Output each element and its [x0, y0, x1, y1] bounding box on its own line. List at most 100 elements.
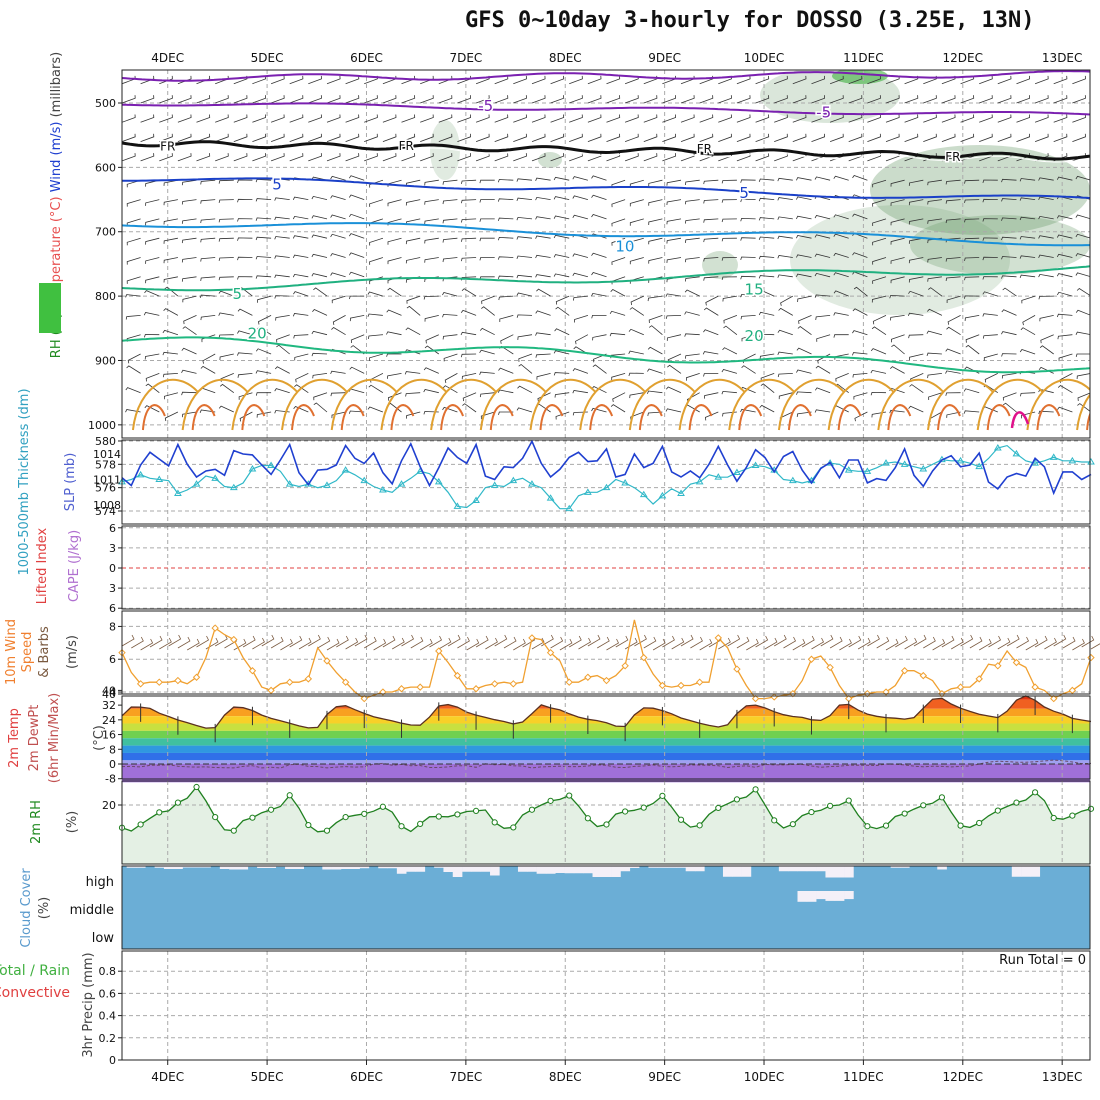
wind-barb	[573, 346, 589, 355]
wind-barb	[369, 353, 384, 361]
wind-barb	[424, 218, 439, 225]
cloud-clear-bar	[592, 866, 603, 877]
wind-barb	[270, 114, 285, 123]
wind-barb	[740, 198, 756, 203]
wind-barb	[629, 199, 644, 207]
wind-barb	[591, 194, 607, 200]
wind-barb-10m	[336, 635, 349, 648]
wind-barb	[537, 392, 551, 402]
thickness-point	[341, 466, 350, 473]
wind-barb-10m	[485, 637, 498, 650]
cloud-clear-bar	[834, 891, 845, 901]
cloud-clear-bar	[154, 866, 165, 868]
wind-barb	[196, 75, 211, 85]
wind-barb	[629, 307, 645, 316]
wind-barb	[348, 410, 365, 414]
wind-speed-point	[416, 683, 424, 691]
rh-point	[454, 811, 461, 818]
wind-barb	[833, 233, 849, 239]
wind-barb	[872, 257, 887, 265]
wind-barb	[516, 236, 533, 240]
wind-barb	[162, 329, 179, 336]
temp-tick-label: 16	[102, 729, 116, 742]
cloud-clear-bar	[462, 866, 472, 872]
rh-point	[435, 813, 442, 820]
wind-barb	[349, 315, 365, 322]
wind-barb	[606, 153, 621, 162]
wind-barb	[122, 199, 123, 200]
wind-barb	[908, 179, 924, 186]
wind-barb	[461, 237, 477, 242]
wind-barb-10m	[466, 638, 480, 651]
wind-barb	[758, 275, 775, 279]
wind-barb	[497, 217, 514, 222]
li-axis-label: Lifted Index	[35, 527, 50, 604]
wind-barb	[326, 114, 341, 123]
wind-speed-point	[341, 678, 350, 686]
wind-barb	[497, 256, 514, 260]
cloud-clear-bar	[797, 866, 808, 872]
wind-barb	[666, 179, 682, 186]
wind-barb	[777, 329, 793, 336]
cloud-clear-bar	[620, 866, 631, 872]
date-label-bottom: 11DEC	[843, 1070, 883, 1084]
wind-barb	[313, 287, 328, 297]
wind-barb	[255, 198, 272, 202]
isotherm-label: FR	[160, 139, 175, 153]
wind-speed-point	[174, 676, 182, 685]
wind-barb	[330, 370, 346, 375]
wind-barb	[572, 411, 588, 416]
rh-point	[659, 792, 666, 799]
wind-barb-10m	[419, 638, 433, 651]
wind-barb	[890, 334, 905, 343]
wind-barb	[833, 334, 849, 338]
wind-barb	[853, 286, 868, 297]
wind-barb-10m	[596, 636, 610, 649]
wind-barb	[438, 153, 453, 162]
wind-barb	[550, 133, 565, 142]
wind-barb	[1075, 214, 1090, 220]
wind-barb	[591, 407, 607, 413]
wind-barb	[274, 255, 290, 259]
wind-barb	[1038, 295, 1054, 300]
wind-barb	[218, 257, 234, 261]
wind-barb	[927, 218, 942, 224]
rh-point	[510, 824, 517, 831]
wind-barb	[424, 237, 439, 244]
wind-barb	[200, 218, 216, 224]
wind-barb	[122, 353, 123, 354]
wind-barb	[610, 404, 626, 413]
wind-barb-10m	[643, 636, 657, 649]
wind-barb	[755, 114, 770, 123]
wind-barb	[308, 114, 322, 123]
cloud-clear-bar	[834, 866, 845, 878]
wind-barb	[218, 290, 234, 297]
cloud-clear-bar	[340, 866, 351, 869]
wind-speed-point	[1068, 686, 1077, 695]
wind-speed-point	[1012, 658, 1021, 667]
wind-barb	[122, 218, 123, 219]
wind-barb	[457, 114, 472, 123]
wind-barb	[591, 175, 607, 181]
cloud-clear-bar	[890, 866, 901, 868]
wind-barb	[997, 75, 1012, 85]
rh-point	[361, 810, 368, 817]
wind-barb-10m	[764, 637, 778, 650]
wind-barb	[796, 347, 812, 355]
rh-point	[938, 794, 946, 801]
isotherm-label: -5	[478, 97, 493, 115]
thickness-point	[993, 444, 1002, 451]
thickness-point	[677, 489, 685, 496]
wind-barb	[554, 392, 570, 398]
wind-barb	[1075, 253, 1090, 258]
wind-barb-10m	[196, 635, 210, 648]
thickness-point	[229, 483, 238, 491]
wind-barb	[699, 95, 714, 104]
wind-barb	[387, 392, 402, 401]
wind-barb	[997, 133, 1012, 142]
wind-barb	[927, 308, 943, 316]
wind-barb	[870, 369, 887, 374]
wind-barb	[122, 114, 136, 123]
wind-barb	[308, 75, 322, 85]
wind-barb	[1021, 295, 1036, 304]
